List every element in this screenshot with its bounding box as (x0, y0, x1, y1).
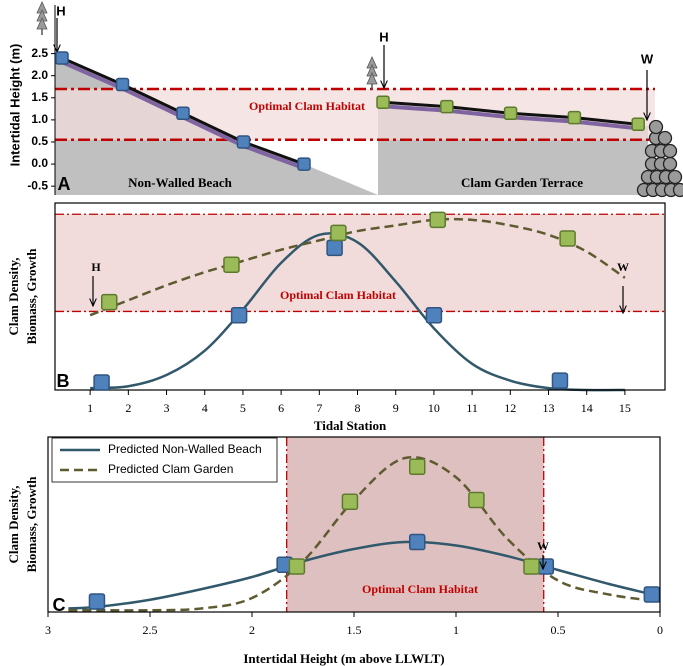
x-tick-label: 6 (278, 401, 284, 415)
x-tick-label: 15 (619, 401, 631, 415)
habitat-label: Optimal Clam Habitat (280, 288, 396, 302)
plot-frame (54, 202, 666, 391)
x-tick-label: 3 (45, 623, 51, 637)
data-marker (115, 77, 130, 92)
y-tick-label: 0.0 (31, 156, 48, 170)
y-axis-label: Biomass, Growth (24, 476, 39, 573)
wall-rock (657, 130, 673, 146)
data-marker (559, 230, 576, 247)
data-marker (551, 372, 569, 389)
data-marker (643, 586, 661, 603)
annotation: H (379, 29, 388, 44)
data-marker (288, 558, 306, 575)
habitat-band (55, 88, 655, 140)
y-tick-label: 1.0 (31, 112, 48, 126)
x-tick-label: 7 (316, 401, 322, 415)
data-marker (330, 224, 347, 242)
annotation: H (56, 3, 65, 18)
panel-label: C (53, 595, 66, 615)
annotation: W (641, 51, 654, 66)
y-tick-label: -0.5 (27, 178, 48, 192)
x-axis-label: Intertidal Height (m above LLWLT) (243, 651, 444, 666)
annotation: W (537, 539, 549, 553)
y-axis-label: Clam Density, (6, 486, 21, 564)
x-tick-label: 8 (355, 401, 361, 415)
data-marker (223, 256, 240, 273)
x-tick-label: 5 (240, 401, 246, 415)
data-marker (408, 533, 426, 551)
x-tick-label: 2 (125, 401, 131, 415)
data-marker (503, 106, 518, 121)
data-marker (567, 110, 582, 125)
data-marker (176, 106, 190, 121)
wall-rock (648, 119, 664, 135)
data-marker (408, 458, 426, 475)
data-marker (376, 95, 390, 109)
y-tick-label: 1.5 (31, 90, 48, 104)
y-tick-label: 2.5 (31, 46, 48, 60)
annotation: H (91, 260, 101, 274)
x-tick-label: 1 (87, 401, 93, 415)
x-tick-label: 0.5 (551, 623, 566, 637)
y-axis-label: Biomass, Growth (24, 248, 39, 345)
x-tick-label: 2 (249, 623, 255, 637)
x-tick-label: 2.5 (143, 623, 158, 637)
data-marker (88, 593, 106, 610)
annotation: W (617, 260, 629, 274)
data-marker (100, 293, 118, 311)
x-axis-label: Tidal Station (314, 418, 387, 433)
region-label: Non-Walled Beach (128, 175, 232, 190)
data-marker (297, 157, 311, 171)
data-marker (55, 51, 69, 65)
y-axis-label: Intertidal Height (m) (7, 44, 22, 167)
y-tick-label: 2.0 (31, 68, 48, 82)
x-tick-label: 13 (543, 401, 555, 415)
x-tick-label: 1.5 (347, 623, 362, 637)
data-marker (326, 239, 343, 257)
data-marker (341, 493, 359, 510)
y-axis-label: Clam Density, (6, 258, 21, 336)
data-marker (440, 99, 454, 114)
data-marker (93, 374, 110, 391)
x-tick-label: 9 (393, 401, 399, 415)
x-tick-label: 1 (453, 623, 459, 637)
x-tick-label: 14 (581, 401, 593, 415)
x-tick-label: 12 (504, 401, 516, 415)
data-marker (537, 558, 555, 575)
panel-label: A (58, 174, 71, 194)
wall-rock (662, 156, 678, 172)
wall-rock (672, 182, 683, 198)
habitat-label: Optimal Clam Habitat (362, 582, 478, 596)
data-marker (230, 306, 248, 324)
x-tick-label: 3 (164, 401, 170, 415)
x-tick-label: 4 (202, 401, 208, 415)
x-tick-label: 10 (428, 401, 440, 415)
legend-label: Predicted Clam Garden (108, 462, 233, 476)
data-marker (425, 306, 443, 324)
y-tick-label: 0.5 (31, 134, 48, 148)
data-marker (236, 135, 251, 149)
habitat-label: Optimal Clam Habitat (249, 99, 365, 113)
data-marker (468, 491, 485, 509)
curve (90, 232, 625, 392)
curve (68, 540, 661, 610)
region-label: Clam Garden Terrace (461, 175, 583, 190)
legend-label: Predicted Non-Walled Beach (108, 442, 262, 456)
x-tick-label: 0 (657, 623, 663, 637)
x-tick-label: 11 (466, 401, 478, 415)
data-marker (429, 211, 446, 229)
data-marker (631, 117, 645, 132)
legend-box (51, 437, 278, 483)
wall-rock (662, 143, 678, 159)
wall-rock (667, 169, 683, 185)
data-marker (523, 558, 540, 575)
panel-label: B (57, 371, 70, 391)
curve (89, 217, 626, 317)
